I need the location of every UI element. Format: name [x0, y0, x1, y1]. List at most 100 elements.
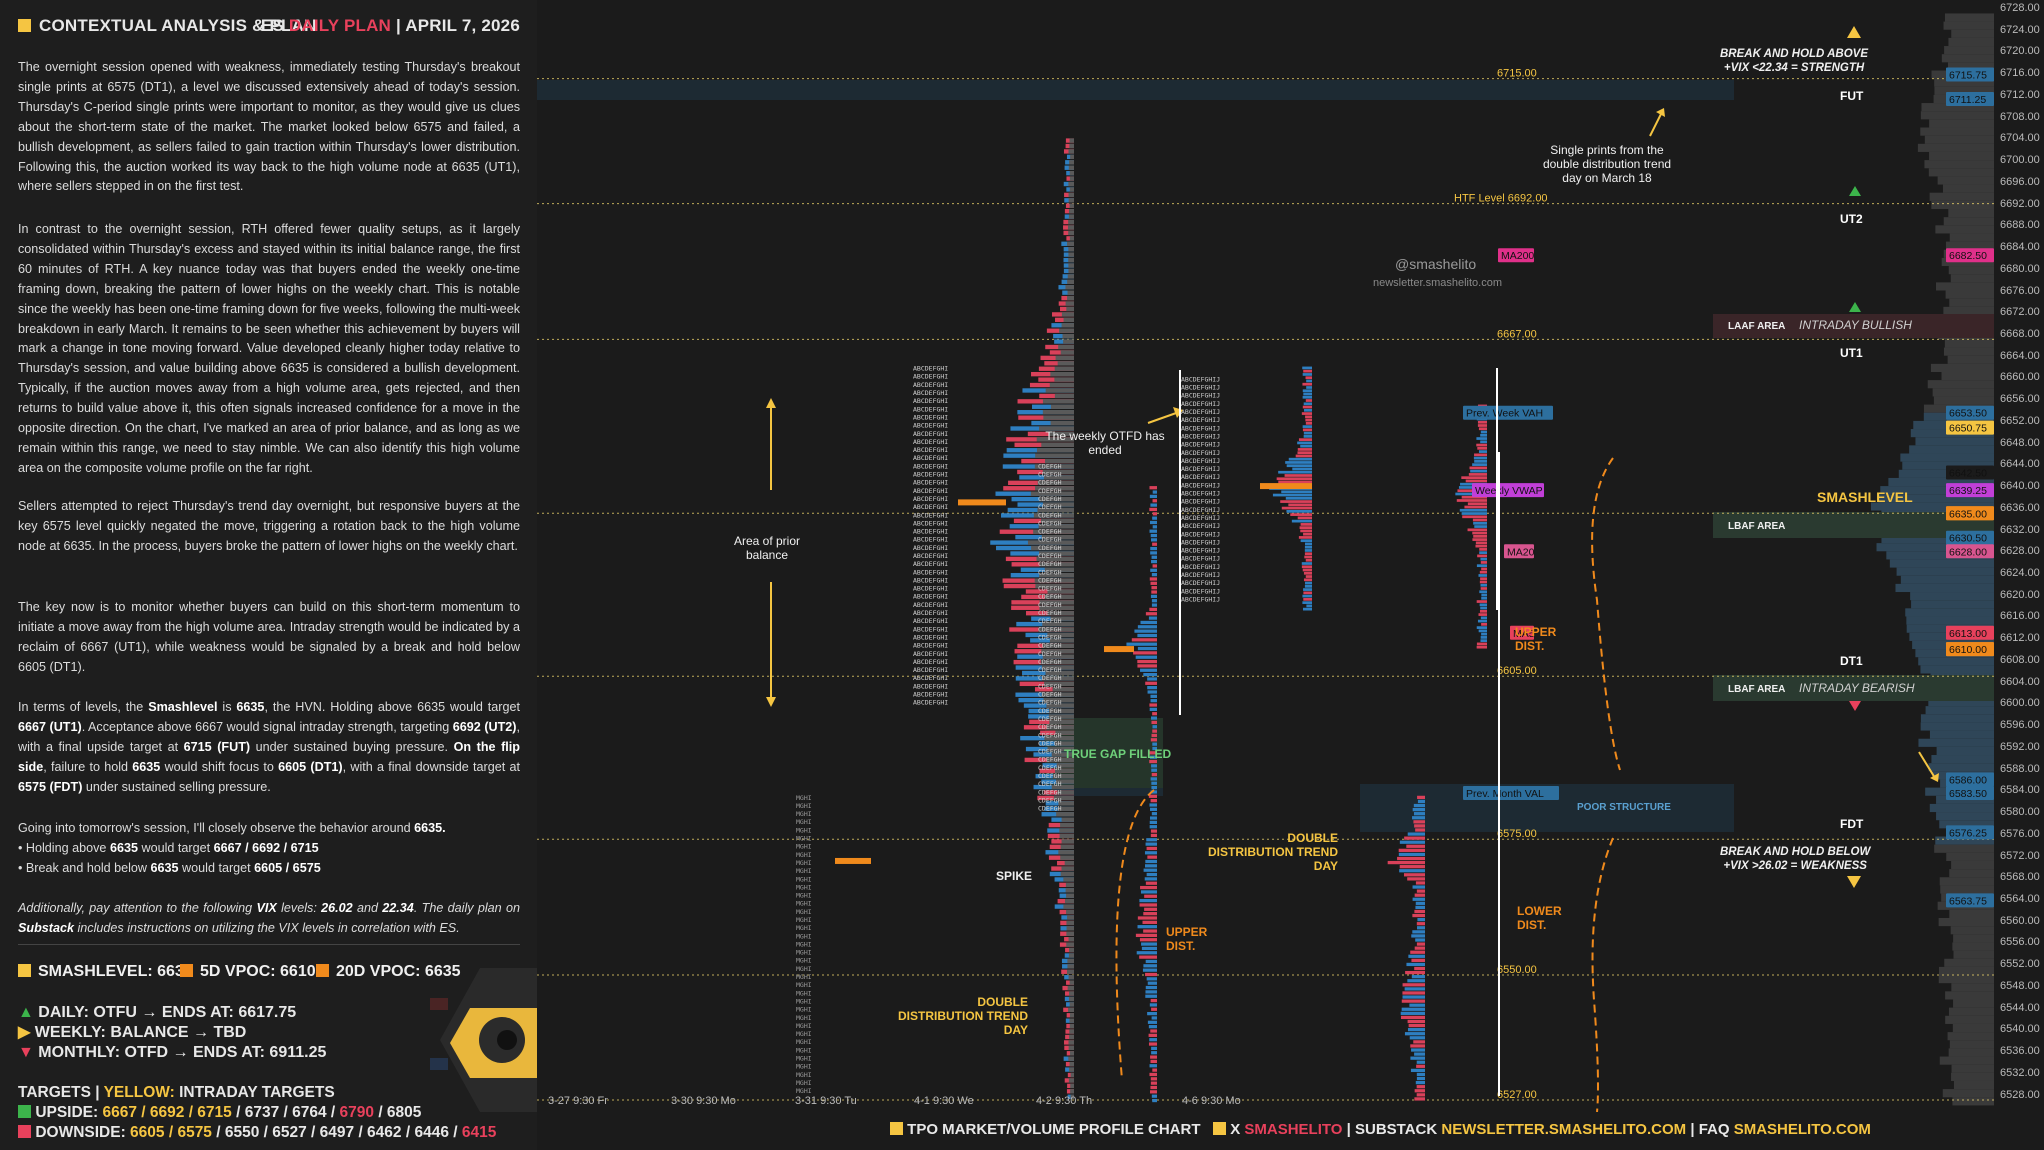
tpo-bar — [1044, 736, 1074, 741]
x-tick-label: 4-6 9:30 Mo — [1182, 1095, 1241, 1107]
volume-bar — [1455, 492, 1487, 496]
tpo-letters: CDEFGH — [1038, 748, 1062, 756]
vpoc-bar — [1260, 483, 1312, 490]
volume-bar — [1398, 848, 1425, 852]
targets-downside: DOWNSIDE: 6605 / 6575 / 6550 / 6527 / 64… — [18, 1123, 496, 1143]
price-tag-bg — [1472, 483, 1544, 498]
volume-bar — [1477, 424, 1487, 427]
tpo-bar — [1066, 942, 1074, 947]
volume-bar — [1150, 503, 1157, 507]
paragraph-3: Sellers attempted to reject Thursday's t… — [18, 499, 520, 553]
volume-bar — [1150, 594, 1157, 599]
tpo-letters: ABCDEFGHIJ — [1181, 449, 1220, 457]
price-tag-bg — [1946, 420, 1994, 435]
tpo-bar — [1062, 333, 1074, 339]
lbaf-upper-label: LBAF AREA — [1728, 521, 1786, 532]
tpo-letters: CDEFGH — [1038, 731, 1062, 739]
tpo-letters: CDEFGH — [1038, 674, 1062, 682]
volume-bar — [1302, 395, 1312, 399]
tpo-letters: ABCDEFGHI — [913, 413, 948, 421]
volume-bar — [1403, 873, 1425, 877]
tpo-letters: ABCDEFGHIJ — [1181, 408, 1220, 416]
price-axis[interactable]: 6728.00 6724.00 6720.00 6716.00 6712.00 6708.… — [1994, 0, 2044, 1112]
volume-bar — [1151, 764, 1157, 768]
tpo-letters: CDEFGH — [1038, 544, 1062, 552]
tpo-letters: ABCDEFGHIJ — [1181, 538, 1220, 546]
tpo-bar — [1063, 317, 1074, 323]
price-tag-text: MA20 — [1507, 546, 1535, 558]
volume-bar — [1150, 533, 1157, 538]
volume-bar — [1476, 642, 1487, 646]
volume-bar — [1302, 428, 1312, 432]
tpo-bar — [1070, 1089, 1074, 1094]
volume-bar — [1479, 570, 1487, 574]
tpo-bar — [1039, 605, 1074, 610]
volume-bar — [1414, 966, 1425, 971]
tpo-bar — [1039, 496, 1074, 502]
tpo-bar — [1033, 529, 1074, 534]
volume-bar — [1478, 574, 1487, 577]
volume-bar — [1149, 494, 1157, 499]
volume-bar — [1137, 625, 1157, 629]
tpo-bar — [1054, 377, 1074, 382]
volume-bar — [1148, 1033, 1157, 1037]
y-tick-label: 6588.00 — [2000, 762, 2040, 775]
volume-bar — [1302, 389, 1312, 393]
price-tag-bg — [1946, 772, 1994, 787]
tpo-letters: CDEFGH — [1038, 479, 1062, 487]
composite-bar — [1918, 738, 1994, 747]
volume-bar — [1411, 958, 1425, 963]
tpo-chart[interactable]: 6715.00 HTF Level 6692.00 6667.00 6605.00 65… — [537, 0, 1994, 1112]
volume-bar — [1149, 529, 1157, 533]
x-tick-label: 3-30 9:30 Mo — [671, 1095, 736, 1107]
lbaf-zone-lower — [1713, 675, 1994, 701]
volume-bar — [1134, 629, 1157, 633]
substack-link[interactable]: NEWSLETTER.SMASHELITO.COM — [1441, 1121, 1687, 1138]
volume-bar — [1302, 405, 1312, 409]
y-tick-label: 6684.00 — [2000, 241, 2040, 254]
y-tick-label: 6584.00 — [2000, 784, 2040, 797]
composite-bar — [1929, 192, 1994, 201]
tpo-letters: CDEFGH — [1038, 503, 1062, 511]
tpo-bar — [1034, 464, 1074, 469]
volume-bar — [1404, 836, 1425, 840]
tpo-letters: MGHI — [796, 973, 812, 981]
tpo-bar — [1068, 247, 1074, 252]
composite-bar — [1951, 1072, 1994, 1081]
x-handle-link[interactable]: SMASHELITO — [1244, 1121, 1343, 1138]
x-tick-label: 4-2 9:30 Th — [1036, 1095, 1092, 1107]
volume-bar — [1149, 825, 1157, 829]
tpo-bar — [1061, 817, 1074, 822]
volume-bar — [1408, 954, 1425, 958]
tpo-letters: MGHI — [796, 1038, 812, 1046]
volume-bar — [1149, 1064, 1157, 1068]
y-tick-label: 6540.00 — [2000, 1023, 2040, 1036]
orange-square-icon — [316, 964, 329, 977]
volume-bar — [1304, 545, 1312, 549]
y-tick-label: 6692.00 — [2000, 197, 2040, 210]
volume-bar — [1303, 532, 1312, 536]
tpo-bar — [1036, 448, 1074, 453]
volume-bar — [1143, 964, 1157, 968]
volume-bar — [1402, 995, 1425, 999]
tpo-letters: ABCDEFGHI — [913, 650, 948, 658]
tpo-bar — [1065, 301, 1074, 306]
volume-bar — [1152, 725, 1157, 729]
faq-link[interactable]: SMASHELITO.COM — [1733, 1121, 1871, 1138]
targets-header: TARGETS | YELLOW: INTRADAY TARGETS — [18, 1084, 335, 1101]
x-tick-label: 3-31 9:30 Tu — [795, 1095, 857, 1107]
paragraph-2: In contrast to the overnight session, RT… — [18, 222, 520, 475]
volume-bar — [1151, 785, 1157, 790]
y-tick-label: 6556.00 — [2000, 936, 2040, 949]
composite-bar — [1936, 812, 1994, 821]
composite-bar — [1947, 62, 1994, 71]
tpo-letters: ABCDEFGHI — [913, 495, 948, 503]
volume-bar — [1416, 1093, 1425, 1097]
volume-bar — [1401, 999, 1425, 1003]
volume-bar — [1149, 1003, 1157, 1007]
volume-bar — [1143, 929, 1157, 933]
composite-bar — [1935, 836, 1994, 845]
volume-bar — [1402, 983, 1425, 987]
tpo-bar — [1059, 833, 1074, 839]
volume-bar — [1302, 373, 1312, 376]
